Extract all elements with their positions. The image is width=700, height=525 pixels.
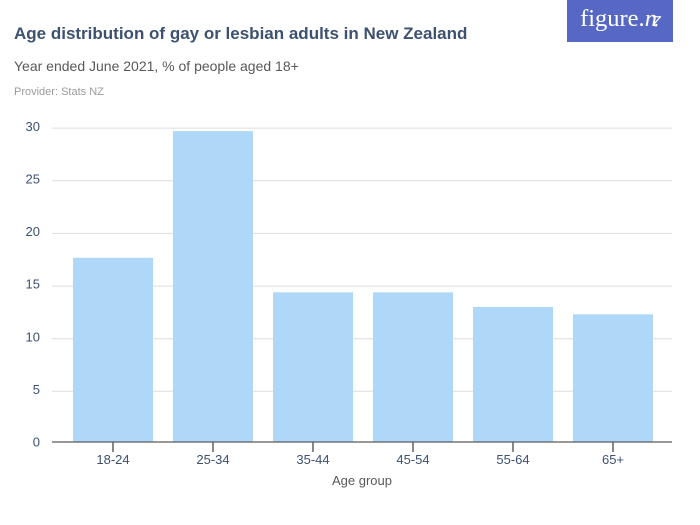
svg-text:15: 15 bbox=[26, 277, 40, 292]
svg-text:20: 20 bbox=[26, 224, 40, 239]
svg-text:30: 30 bbox=[26, 119, 40, 134]
svg-text:5: 5 bbox=[33, 382, 40, 397]
svg-text:35-44: 35-44 bbox=[296, 452, 329, 467]
svg-text:25: 25 bbox=[26, 171, 40, 186]
svg-text:0: 0 bbox=[33, 435, 40, 450]
svg-text:10: 10 bbox=[26, 329, 40, 344]
svg-text:55-64: 55-64 bbox=[496, 452, 529, 467]
svg-text:45-54: 45-54 bbox=[396, 452, 429, 467]
svg-text:18-24: 18-24 bbox=[96, 452, 129, 467]
svg-text:Age group: Age group bbox=[332, 473, 392, 488]
svg-text:65+: 65+ bbox=[602, 452, 624, 467]
svg-text:25-34: 25-34 bbox=[196, 452, 229, 467]
